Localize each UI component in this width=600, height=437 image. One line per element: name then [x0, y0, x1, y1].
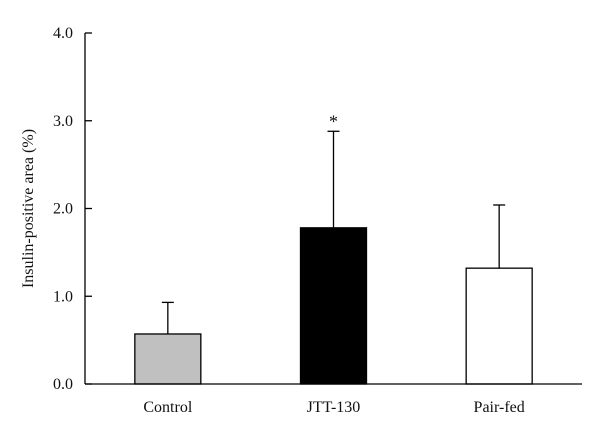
bar: [134, 333, 202, 385]
bar: [465, 267, 533, 385]
bars: *: [134, 111, 533, 385]
y-axis: 0.0 1.0 2.0 3.0 4.0: [53, 25, 92, 393]
y-tick-label: 3.0: [53, 113, 73, 130]
y-axis-label: Insulin-positive area (%): [20, 129, 37, 288]
y-tick-label: 0.0: [53, 376, 73, 393]
x-axis: Control JTT-130 Pair-fed: [85, 383, 582, 416]
y-tick-label: 4.0: [53, 25, 73, 42]
y-tick-label: 1.0: [53, 288, 73, 305]
x-tick-label: Pair-fed: [474, 399, 525, 416]
x-tick-label: JTT-130: [307, 399, 361, 416]
significance-marker: *: [329, 111, 338, 131]
bar: [299, 227, 368, 385]
x-tick-label: Control: [143, 399, 192, 416]
y-tick-label: 2.0: [53, 201, 73, 218]
